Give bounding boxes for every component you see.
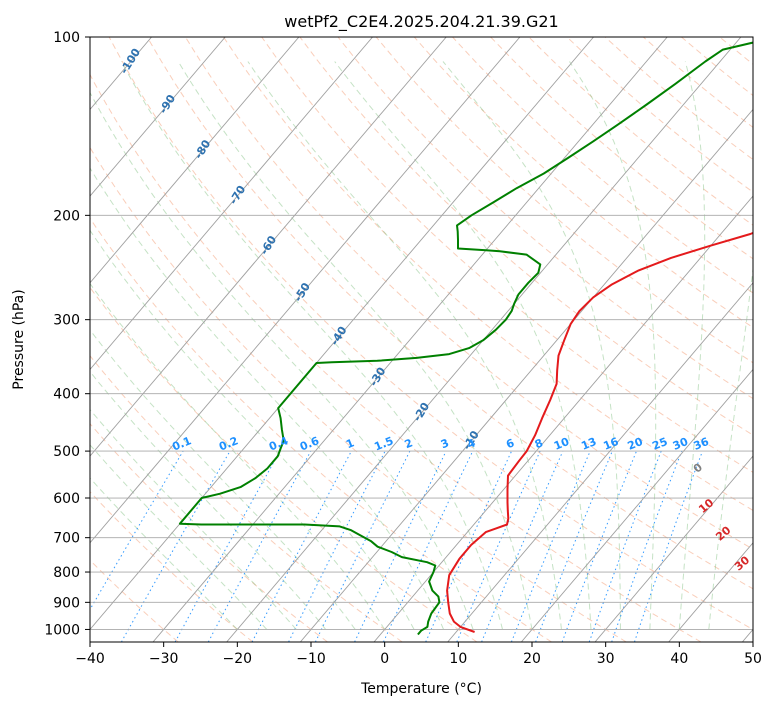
dry-adiabat [108,37,753,630]
dewpoint-profile-line [178,41,753,636]
mixing-ratio-line [354,450,447,642]
y-tick-label: 600 [53,491,80,507]
mixing-ratio-line [383,450,474,642]
dry-adiabat [261,37,753,473]
dry-adiabat [337,37,753,400]
isotherm [152,37,668,642]
dry-adiabat [90,286,478,642]
mixing-ratio-line [535,450,613,642]
y-tick-label: 500 [53,444,80,460]
moist-adiabat [90,370,327,630]
isotherm [520,368,753,642]
mixing-ratio-label: 25 [650,435,669,453]
mixing-ratio-line [588,450,662,642]
moist-adiabat [120,61,503,630]
temperature-profile-line [446,231,753,633]
dry-adiabat [299,37,753,436]
mixing-ratio-label: 30 [671,435,690,453]
dry-adiabat [90,491,254,642]
x-tick-label: 10 [449,651,467,667]
isotherm [447,282,753,642]
mixing-ratio-label: 20 [626,435,645,453]
moist-adiabat [90,91,474,630]
mixing-ratio-label: 16 [601,435,620,453]
x-tick-label: −10 [296,651,326,667]
moist-adiabat [90,282,386,630]
x-tick-label: −20 [223,651,253,667]
y-axis-title: Pressure (hPa) [11,289,27,389]
moist-adiabat [569,61,657,630]
mixing-ratio-label: 2 [403,436,415,451]
chart-title: wetPf2_C2E4.2025.204.21.39.G21 [284,12,558,32]
plot-frame [89,36,754,643]
moist-adiabat [90,229,415,630]
dry-adiabat [90,73,702,642]
mixing-ratio-line [314,450,411,642]
mixing-ratio-line [90,450,184,611]
isotherm [90,37,447,457]
mixing-ratio-label: 1 [344,436,356,451]
y-axis: 100 200 300 400 500 600 700 800 900 1000 [44,30,90,638]
mixing-ratio-line [561,450,637,642]
moist-adiabat [678,61,706,630]
isotherm [90,37,594,631]
x-tick-label: 0 [380,651,389,667]
mixing-ratio-label: 13 [579,435,598,453]
y-tick-label: 200 [53,208,80,224]
moist-adiabat [90,167,445,630]
dry-adiabat [223,37,753,512]
dry-adiabat [90,146,627,642]
dry-adiabat [90,559,179,642]
moist-adiabat-label: 40 [748,586,768,606]
mixing-ratio-label: 10 [552,435,571,453]
moist-adiabat [247,61,562,630]
x-tick-label: 30 [597,651,615,667]
y-tick-label: 800 [53,565,80,581]
moist-adiabat [90,329,356,630]
moist-adiabat [90,444,268,630]
moist-adiabat [708,265,753,630]
y-tick-label: 1000 [44,622,80,638]
x-tick-label: 40 [670,651,688,667]
isotherm [90,37,521,544]
moist-adiabat [442,61,621,630]
x-axis-title: Temperature (°C) [360,681,482,697]
y-tick-label: 400 [53,387,80,403]
isotherm [90,37,300,284]
moist-adiabat [334,61,592,630]
x-tick-label: −40 [75,651,105,667]
mixing-ratio-label: 36 [692,435,711,453]
mixing-ratio-line [207,450,312,642]
x-tick-label: −30 [149,651,179,667]
x-tick-label: 20 [523,651,541,667]
dry-adiabat [146,37,753,590]
dry-adiabat [90,217,552,642]
isotherm [373,195,753,642]
x-tick-label: 50 [744,651,762,667]
isotherm [299,108,753,642]
isotherm [594,455,753,642]
moist-adiabat [177,61,533,630]
y-tick-label: 700 [53,531,80,547]
dry-adiabat [452,37,753,294]
plot-area: -100-90-80-70-60-50-40-30-20-100.1 0.2 0.4… [90,37,768,642]
isotherm [90,37,226,197]
y-tick-label: 100 [53,30,80,46]
mixing-ratio-label: 8 [533,436,545,451]
x-axis: −40 −30 −20 −10 0 10 20 30 40 50 [75,642,762,667]
mixing-ratio-label: 3 [439,436,451,451]
y-tick-label: 300 [53,313,80,329]
y-tick-label: 900 [53,595,80,611]
isotherm [90,37,373,371]
